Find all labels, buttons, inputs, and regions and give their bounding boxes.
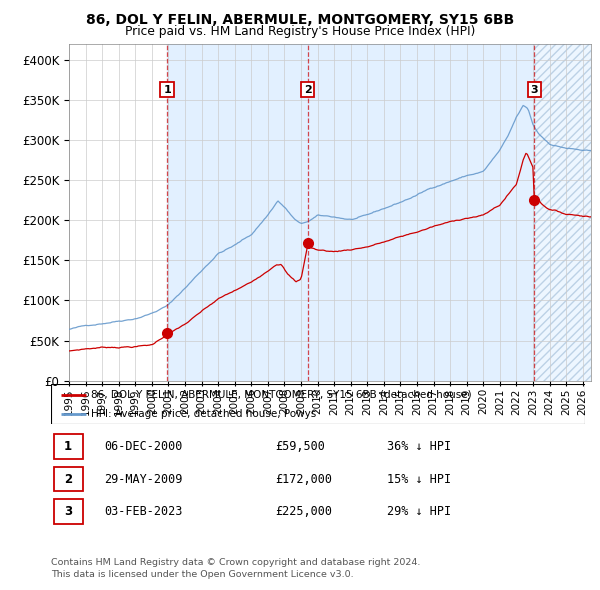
Text: 1: 1 [64,440,72,453]
Bar [53,499,83,524]
Text: 1: 1 [163,84,171,94]
Text: Contains HM Land Registry data © Crown copyright and database right 2024.: Contains HM Land Registry data © Crown c… [51,558,421,567]
Bar [308,44,535,381]
Text: 86, DOL Y FELIN, ABERMULE, MONTGOMERY, SY15 6BB (detached house): 86, DOL Y FELIN, ABERMULE, MONTGOMERY, S… [91,390,472,400]
Text: £172,000: £172,000 [275,473,332,486]
Text: 86, DOL Y FELIN, ABERMULE, MONTGOMERY, SY15 6BB: 86, DOL Y FELIN, ABERMULE, MONTGOMERY, S… [86,13,514,27]
Bar [535,44,591,381]
Text: 3: 3 [530,84,538,94]
Bar [53,434,83,459]
Text: HPI: Average price, detached house, Powys: HPI: Average price, detached house, Powy… [91,409,316,418]
Text: 3: 3 [64,505,72,518]
Text: 29% ↓ HPI: 29% ↓ HPI [388,505,452,518]
Text: 2: 2 [64,473,72,486]
Text: 2: 2 [304,84,311,94]
Bar [53,467,83,491]
Text: 29-MAY-2009: 29-MAY-2009 [104,473,183,486]
Text: This data is licensed under the Open Government Licence v3.0.: This data is licensed under the Open Gov… [51,570,353,579]
Text: 06-DEC-2000: 06-DEC-2000 [104,440,183,453]
Text: Price paid vs. HM Land Registry's House Price Index (HPI): Price paid vs. HM Land Registry's House … [125,25,475,38]
Text: £225,000: £225,000 [275,505,332,518]
Text: 03-FEB-2023: 03-FEB-2023 [104,505,183,518]
Bar [535,44,591,381]
Text: £59,500: £59,500 [275,440,325,453]
Text: 36% ↓ HPI: 36% ↓ HPI [388,440,452,453]
Bar [167,44,308,381]
Text: 15% ↓ HPI: 15% ↓ HPI [388,473,452,486]
